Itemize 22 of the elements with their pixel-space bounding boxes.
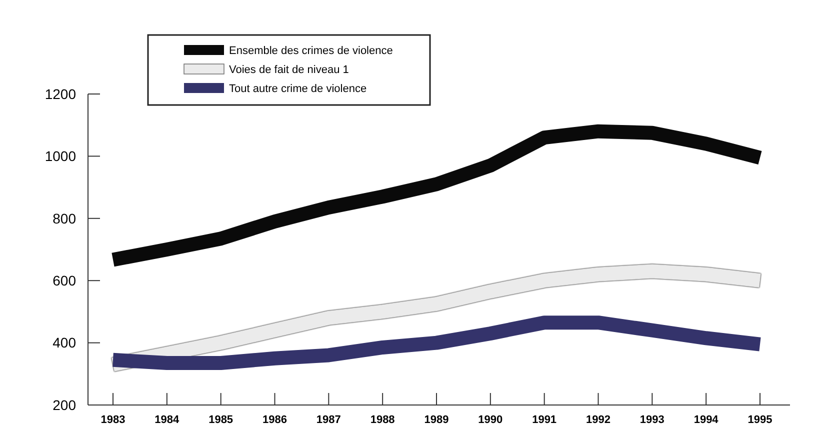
legend-label: Tout autre crime de violence bbox=[229, 82, 367, 95]
x-tick-label: 1985 bbox=[208, 414, 234, 426]
x-tick-label: 1992 bbox=[586, 414, 610, 426]
x-tick-label: 1983 bbox=[100, 414, 126, 426]
y-tick-label: 400 bbox=[52, 334, 76, 351]
y-tick-label: 1000 bbox=[44, 148, 76, 164]
x-tick-label: 1984 bbox=[154, 414, 180, 426]
x-tick-label: 1990 bbox=[478, 414, 503, 426]
x-tick-label: 1989 bbox=[424, 414, 449, 426]
y-tick-label: 200 bbox=[52, 396, 76, 413]
x-tick-label: 1994 bbox=[694, 414, 720, 426]
x-tick-label: 1991 bbox=[532, 414, 557, 426]
x-tick-label: 1995 bbox=[748, 414, 772, 426]
legend-label: Voies de fait de niveau 1 bbox=[229, 64, 349, 76]
y-tick-label: 800 bbox=[52, 210, 76, 226]
legend-label: Ensemble des crimes de violence bbox=[229, 44, 393, 57]
x-tick-label: 1988 bbox=[370, 414, 395, 426]
x-tick-label: 1987 bbox=[316, 414, 341, 426]
y-tick-label: 600 bbox=[52, 272, 76, 288]
x-tick-label: 1986 bbox=[262, 414, 287, 426]
x-tick-label: 1993 bbox=[640, 414, 664, 426]
y-tick-label: 1200 bbox=[44, 86, 76, 102]
